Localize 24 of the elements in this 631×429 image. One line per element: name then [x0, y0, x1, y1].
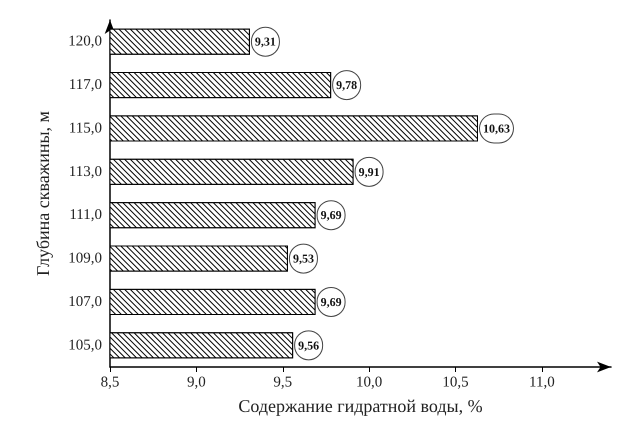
x-tick-label: 9,5 — [273, 374, 292, 390]
x-tick-label: 9,0 — [187, 374, 206, 390]
y-tick-label: 115,0 — [68, 120, 102, 136]
x-tick-label: 10,0 — [356, 374, 382, 390]
y-tick-label: 117,0 — [68, 77, 102, 94]
data-label: 10,63 — [482, 121, 510, 136]
y-tick-label: 109,0 — [68, 250, 102, 267]
data-label: 9,69 — [320, 294, 342, 309]
x-tick-label: 10,5 — [442, 374, 469, 390]
data-label: 9,53 — [292, 252, 314, 266]
y-tick-label: 105,0 — [68, 337, 102, 354]
data-label: 9,69 — [320, 208, 342, 222]
y-tick-label: 113,0 — [68, 164, 102, 180]
data-label: 9,56 — [298, 338, 320, 352]
data-label: 9,78 — [336, 78, 358, 92]
data-label: 9,31 — [254, 34, 276, 49]
y-tick-label: 111,0 — [69, 207, 102, 224]
data-label: 9,91 — [358, 164, 380, 179]
x-tick-label: 8,5 — [100, 374, 120, 390]
x-tick-label: 11,0 — [529, 374, 555, 390]
y-tick-label: 120,0 — [68, 34, 102, 50]
y-tick-label: 107,0 — [68, 294, 102, 310]
y-axis-title: Глубина скважины, м — [33, 111, 53, 276]
x-axis-title: Содержание гидратной воды, % — [238, 396, 483, 416]
